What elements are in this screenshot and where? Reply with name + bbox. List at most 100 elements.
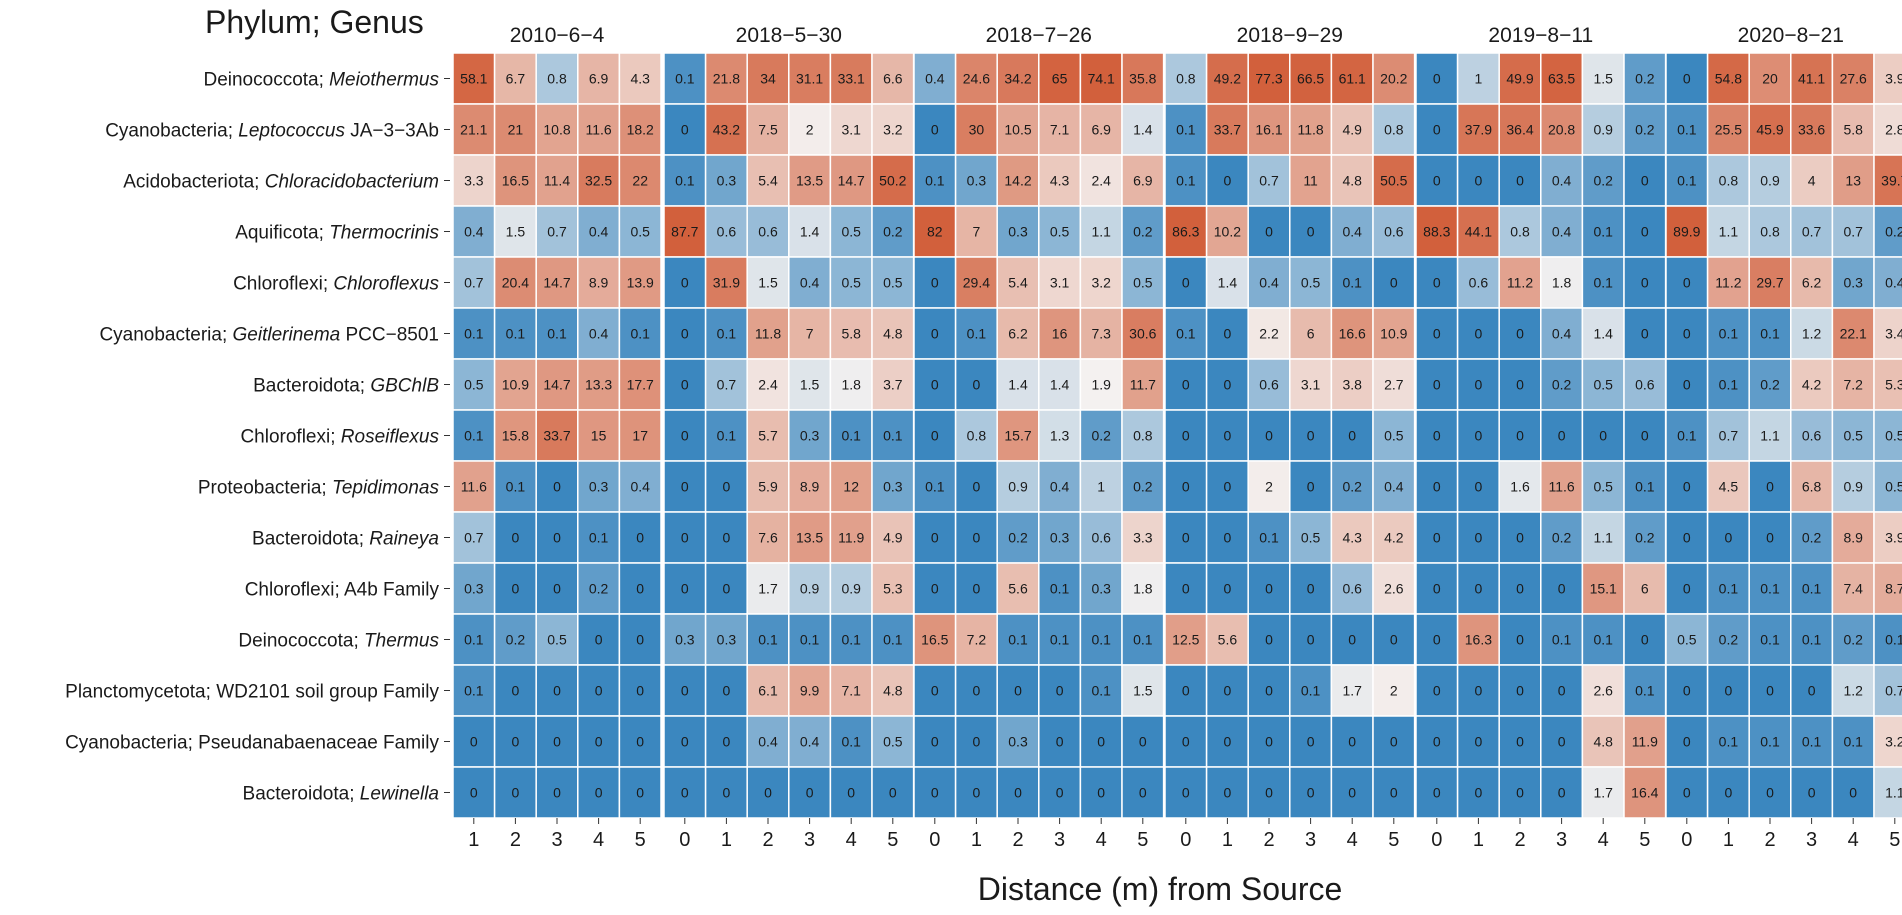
heatmap-cell [663,409,707,462]
heatmap-cell [704,52,748,105]
cell-value-label: 0 [973,530,981,546]
cell-value-label: 0 [1433,632,1441,648]
heatmap-cell [618,511,662,564]
cell-value-label: 0 [1307,734,1315,750]
cell-value-label: 0.1 [1677,122,1697,138]
cell-value-label: 0.9 [841,581,861,597]
row-label: Cyanobacteria; Pseudanabaenaceae Family [65,733,439,754]
x-tick-label: 3 [551,829,562,851]
heatmap-cell [1706,52,1750,105]
cell-value-label: 7.1 [841,683,861,699]
cell-value-label: 0.1 [841,734,861,750]
heatmap-cell [452,664,496,717]
heatmap-cell [1372,409,1416,462]
cell-value-label: 6.9 [1091,122,1111,138]
heatmap-cell [1372,256,1416,309]
cell-value-label: 7.2 [967,632,987,648]
cell-value-label: 0.1 [589,530,609,546]
x-tick-label: 3 [1305,829,1316,851]
cell-value-label: 0 [1097,785,1105,801]
cell-value-label: 11.6 [1548,479,1574,495]
cell-value-label: 0.1 [1760,581,1780,597]
heatmap-cell [577,307,621,360]
cell-value-label: 6.6 [883,71,903,87]
cell-value-label: 1.1 [1885,785,1902,801]
cell-value-label: 0.1 [506,479,526,495]
cell-value-label: 0 [1516,734,1524,750]
cell-value-label: 0 [973,581,981,597]
heatmap-cell [1706,460,1750,513]
cell-value-label: 58.1 [460,71,487,87]
cell-value-label: 0.5 [1593,377,1613,393]
cell-value-label: 1.5 [758,275,778,291]
heatmap-cell [618,460,662,513]
cell-value-label: 0 [973,785,981,801]
cell-value-label: 0.1 [1719,734,1739,750]
x-tick-label: 2 [762,829,773,851]
heatmap-cell [1831,256,1875,309]
cell-value-label: 22.1 [1840,326,1867,342]
heatmap-cell [1748,409,1792,462]
heatmap-cell [1372,562,1416,615]
x-tick-label: 1 [1473,829,1484,851]
heatmap-cell [1121,409,1165,462]
heatmap-cell [996,511,1040,564]
cell-value-label: 0 [681,122,689,138]
cell-value-label: 22 [632,173,648,189]
cell-value-label: 0.8 [1384,122,1404,138]
cell-value-label: 0 [1307,632,1315,648]
cell-value-label: 0 [723,479,731,495]
cell-value-label: 0 [1265,734,1273,750]
cell-value-label: 4.9 [1342,122,1362,138]
cell-value-label: 45.9 [1756,122,1783,138]
heatmap-cell [493,715,537,768]
cell-value-label: 0 [1056,734,1064,750]
cell-value-label: 11 [1303,173,1318,189]
cell-value-label: 0 [1348,785,1356,801]
cell-value-label: 0.1 [841,632,861,648]
heatmap-cell [1164,358,1208,411]
heatmap-cell [704,664,748,717]
cell-value-label: 0 [931,275,939,291]
heatmap-cell [1038,256,1082,309]
cell-value-label: 0.1 [506,326,526,342]
panel-title: 2019−8−11 [1488,24,1593,47]
heatmap-cell [1372,103,1416,156]
heatmap-cell [954,358,998,411]
heatmap-cell [829,103,873,156]
heatmap-cell [663,613,707,666]
heatmap-cell [829,460,873,513]
x-tick-label: 2 [1764,829,1775,851]
heatmap-cell [954,766,998,819]
cell-value-label: 10.9 [502,377,529,393]
heatmap-cell [1665,52,1709,105]
heatmap-cell [1079,205,1123,258]
cell-value-label: 0.4 [758,734,778,750]
cell-value-label: 1.4 [1050,377,1070,393]
cell-value-label: 0.9 [1593,122,1613,138]
heatmap-cell [1079,256,1123,309]
cell-value-label: 0 [1475,326,1483,342]
heatmap-cell [1247,154,1291,207]
cell-value-label: 0.2 [1760,377,1780,393]
cell-value-label: 0 [1558,785,1566,801]
cell-value-label: 0 [1182,479,1190,495]
row-label: Cyanobacteria; Geitlerinema PCC−8501 [99,325,439,346]
heatmap-cell [1038,52,1082,105]
heatmap-cell [1623,358,1667,411]
cell-value-label: 0.1 [1176,173,1196,189]
cell-value-label: 0.1 [1552,632,1572,648]
heatmap-cell [1456,562,1500,615]
cell-value-label: 0 [931,122,939,138]
cell-value-label: 13 [1845,173,1861,189]
heatmap-cell [1079,154,1123,207]
row-label: Planctomycetota; WD2101 soil group Famil… [65,682,439,703]
x-tick-label: 4 [846,829,857,851]
cell-value-label: 0 [1766,530,1774,546]
cell-value-label: 0.3 [967,173,987,189]
cell-value-label: 14.7 [838,173,865,189]
cell-value-label: 1.7 [1342,683,1362,699]
cell-value-label: 0 [1265,428,1273,444]
heatmap-cell [1873,562,1902,615]
cell-value-label: 0.9 [1008,479,1028,495]
